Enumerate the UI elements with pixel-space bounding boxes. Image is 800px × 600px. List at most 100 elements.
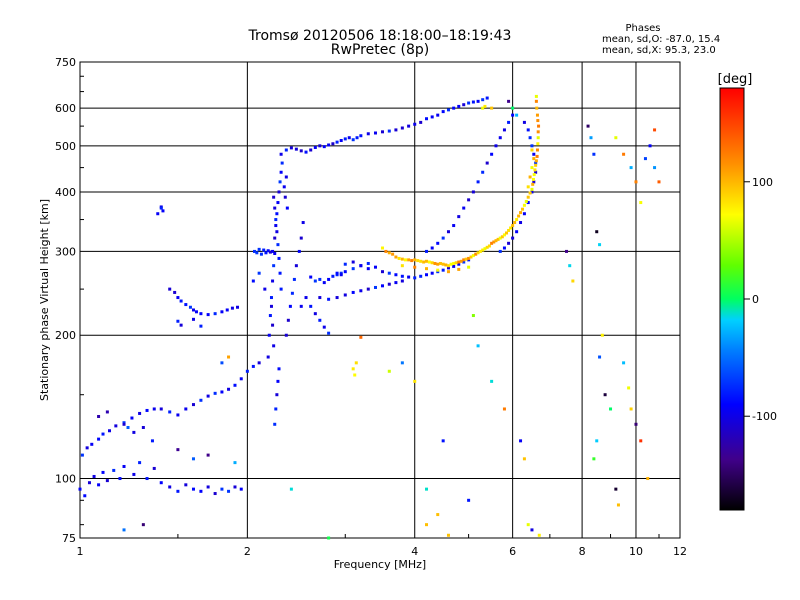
data-point	[343, 270, 347, 274]
data-point	[462, 206, 466, 210]
data-point	[394, 255, 398, 259]
data-point	[313, 145, 317, 149]
data-point	[536, 142, 540, 146]
data-point	[481, 248, 485, 252]
data-point	[446, 270, 450, 274]
data-point	[430, 271, 434, 275]
data-point	[351, 290, 355, 294]
data-point	[168, 410, 172, 414]
data-point	[441, 268, 445, 272]
data-point	[535, 106, 539, 110]
y-tick-label: 300	[55, 245, 76, 258]
data-point	[257, 271, 261, 275]
data-point	[335, 296, 339, 300]
data-point	[535, 113, 539, 117]
phase-box-line-x: mean, sd,X: 95.3, 23.0	[602, 45, 716, 56]
data-point	[629, 407, 633, 411]
data-point	[292, 277, 296, 281]
data-point	[322, 281, 326, 285]
data-point	[331, 142, 335, 146]
data-point	[318, 296, 322, 300]
data-point	[327, 297, 331, 301]
data-point	[502, 246, 506, 250]
data-point	[481, 170, 485, 174]
data-point	[366, 287, 370, 291]
data-point	[536, 119, 540, 123]
data-point	[255, 251, 259, 255]
data-point	[507, 241, 511, 245]
data-point	[263, 287, 267, 291]
data-point	[366, 267, 370, 271]
data-point	[276, 201, 280, 205]
data-point	[351, 267, 355, 271]
data-point	[279, 170, 283, 174]
colorbar-label: [deg]	[718, 72, 753, 87]
data-point	[531, 177, 535, 181]
data-point	[413, 379, 417, 383]
data-point	[648, 144, 652, 148]
data-point	[220, 310, 224, 314]
data-point	[80, 453, 84, 457]
data-point	[452, 224, 456, 228]
data-point	[276, 379, 280, 383]
data-point	[126, 425, 130, 429]
data-point	[524, 199, 528, 203]
data-point	[309, 275, 313, 279]
data-point	[176, 296, 180, 300]
data-point	[359, 289, 363, 293]
data-point	[277, 367, 281, 371]
data-point	[494, 144, 498, 148]
data-point	[173, 290, 177, 294]
data-point	[387, 282, 391, 286]
data-point	[498, 136, 502, 140]
data-point	[289, 487, 293, 491]
data-point	[141, 425, 145, 429]
data-point	[264, 251, 268, 255]
data-point	[343, 293, 347, 297]
data-point	[335, 273, 339, 277]
data-point	[284, 333, 288, 337]
data-point	[138, 411, 142, 415]
data-point	[490, 152, 494, 156]
data-point	[304, 150, 308, 154]
data-point	[532, 180, 536, 184]
data-point	[339, 271, 343, 275]
data-point	[266, 249, 270, 253]
data-point	[535, 148, 539, 152]
data-point	[236, 305, 240, 309]
data-point	[156, 212, 160, 216]
data-point	[507, 99, 511, 103]
data-point	[359, 335, 363, 339]
data-point	[277, 256, 281, 260]
data-point	[97, 414, 101, 418]
data-point	[449, 262, 453, 266]
data-point	[629, 166, 633, 170]
data-point	[425, 249, 429, 253]
data-point	[299, 236, 303, 240]
data-point	[598, 243, 602, 247]
phase-box-line-o: mean, sd,O: -87.0, 15.4	[602, 34, 720, 45]
data-points	[78, 94, 661, 540]
data-point	[239, 487, 243, 491]
data-point	[251, 279, 255, 283]
data-point	[387, 129, 391, 133]
data-point	[101, 432, 105, 436]
data-point	[335, 271, 339, 275]
data-point	[653, 166, 657, 170]
data-point	[394, 273, 398, 277]
data-point	[467, 498, 471, 502]
data-point	[400, 126, 404, 130]
data-point	[101, 470, 105, 474]
data-point	[97, 483, 101, 487]
data-point	[331, 274, 335, 278]
data-point	[199, 312, 203, 316]
data-point	[400, 279, 404, 283]
data-point	[534, 163, 538, 167]
data-point	[327, 277, 331, 281]
data-point	[446, 108, 450, 112]
data-point	[653, 128, 657, 132]
y-tick-label: 750	[55, 56, 76, 69]
data-point	[168, 287, 172, 291]
data-point	[532, 173, 536, 177]
data-point	[394, 128, 398, 132]
